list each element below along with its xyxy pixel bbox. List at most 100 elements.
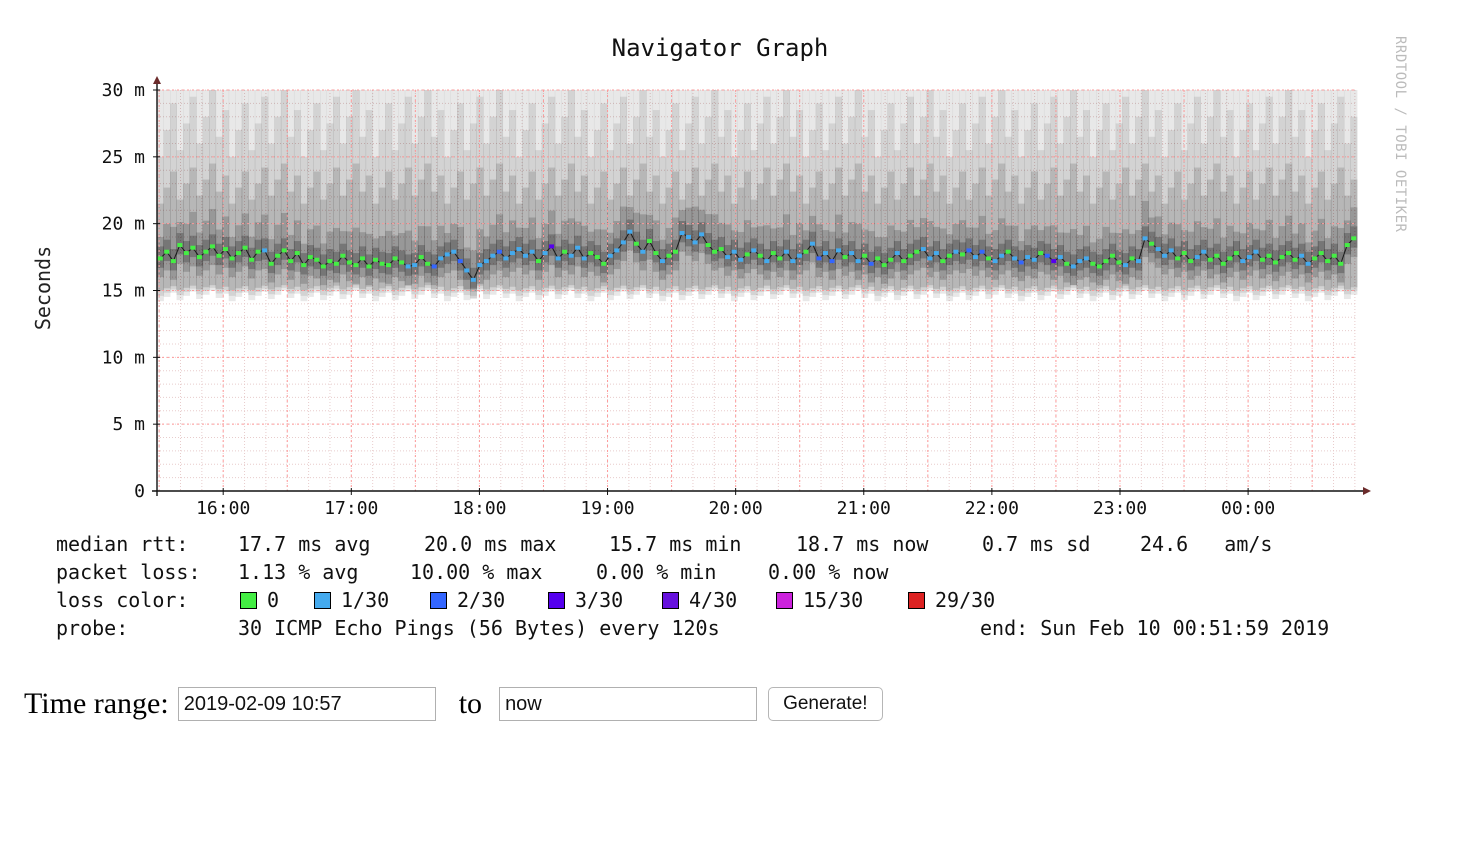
median-rtt-point bbox=[1286, 251, 1292, 256]
start-time-input[interactable] bbox=[177, 687, 436, 721]
median-rtt-point bbox=[1266, 253, 1272, 258]
smoke-band bbox=[730, 90, 738, 302]
smoke-band bbox=[913, 143, 921, 295]
smoke-band bbox=[1213, 163, 1221, 286]
smoke-band bbox=[874, 90, 882, 302]
smoke-band bbox=[1207, 116, 1214, 292]
smoke-band bbox=[235, 225, 243, 272]
smoke-band bbox=[522, 130, 530, 293]
generate-button[interactable]: Generate! bbox=[768, 687, 883, 721]
smoke-band bbox=[378, 187, 386, 289]
smoke-band bbox=[933, 90, 941, 298]
median-rtt-point bbox=[855, 259, 861, 264]
smoke-band bbox=[861, 191, 869, 289]
smoke-band bbox=[1324, 238, 1332, 280]
median-rtt-point bbox=[679, 231, 685, 236]
smoke-band bbox=[1161, 156, 1169, 296]
smoke-band bbox=[704, 179, 712, 288]
smoke-band bbox=[1324, 199, 1332, 290]
end-time-input[interactable] bbox=[499, 687, 758, 721]
swatch-4 bbox=[662, 592, 679, 609]
smoke-band bbox=[828, 183, 836, 288]
smoke-band bbox=[352, 90, 360, 288]
smoke-band bbox=[998, 90, 1006, 288]
smoke-band bbox=[763, 225, 771, 280]
smoke-band bbox=[457, 90, 464, 293]
smoke-band bbox=[1070, 90, 1077, 288]
smoke-band bbox=[939, 228, 947, 280]
smoke-band bbox=[522, 227, 530, 275]
median-rtt-point bbox=[222, 247, 228, 252]
smoke-band bbox=[1239, 233, 1247, 280]
median-rtt-point bbox=[1220, 261, 1226, 266]
smoke-band bbox=[1089, 203, 1097, 291]
loss-color-item: 29/30 bbox=[908, 586, 995, 614]
smoke-band bbox=[1193, 221, 1201, 276]
smoke-band bbox=[1115, 123, 1123, 292]
smoke-band bbox=[496, 90, 504, 288]
smoke-band bbox=[926, 90, 934, 291]
smoke-band bbox=[417, 179, 425, 288]
smoke-band bbox=[457, 226, 464, 280]
smoke-band bbox=[222, 90, 230, 294]
smoke-band bbox=[626, 207, 634, 251]
smoke-band bbox=[933, 191, 941, 289]
smoke-band bbox=[691, 96, 699, 289]
median-rtt-point bbox=[783, 249, 789, 254]
smoke-band bbox=[404, 167, 412, 286]
smoke-band bbox=[293, 90, 301, 294]
median-rtt-point bbox=[966, 248, 972, 253]
smoke-band bbox=[1187, 231, 1195, 280]
smoke-band bbox=[1024, 187, 1032, 289]
smoke-band bbox=[952, 187, 960, 289]
loss-now: 0.00 % now bbox=[768, 560, 889, 584]
median-rtt-point bbox=[1116, 260, 1122, 265]
smoke-band bbox=[489, 179, 497, 288]
smoke-band bbox=[672, 217, 680, 271]
smoke-band bbox=[1343, 90, 1351, 300]
smoke-band bbox=[952, 90, 960, 297]
median-rtt-point bbox=[359, 256, 365, 261]
smoke-band bbox=[1115, 90, 1123, 296]
smoke-band bbox=[809, 215, 817, 263]
smoke-band bbox=[170, 226, 177, 280]
smoke-band bbox=[496, 163, 504, 286]
median-rtt-point bbox=[1168, 248, 1174, 253]
smoke-band bbox=[1115, 233, 1123, 282]
median-rtt-point bbox=[1246, 255, 1252, 260]
smoke-band bbox=[528, 171, 536, 287]
median-rtt-point bbox=[496, 249, 502, 254]
smoke-band bbox=[476, 96, 484, 289]
smoke-band bbox=[1272, 90, 1280, 300]
smoke-band bbox=[202, 116, 210, 292]
smoke-band bbox=[802, 156, 810, 296]
smoke-band bbox=[274, 224, 282, 275]
smoke-band bbox=[1233, 156, 1241, 296]
smoke-band bbox=[359, 191, 367, 289]
smoke-band bbox=[261, 96, 269, 289]
median-rtt-point bbox=[718, 247, 724, 252]
smoke-band bbox=[737, 130, 745, 293]
smoke-band bbox=[854, 90, 862, 291]
smoke-band bbox=[1115, 183, 1123, 288]
smoke-band bbox=[737, 90, 745, 297]
smoke-band bbox=[1154, 90, 1162, 294]
smoke-band bbox=[293, 110, 301, 291]
smoke-band bbox=[1291, 191, 1299, 289]
median-rtt-point bbox=[1051, 259, 1057, 264]
smoke-band bbox=[613, 183, 621, 288]
median-rtt-point bbox=[725, 255, 731, 260]
median-rtt-point bbox=[972, 255, 978, 260]
smoke-band bbox=[1350, 90, 1358, 295]
median-rtt-point bbox=[1253, 249, 1259, 254]
smoke-band bbox=[483, 143, 491, 295]
smoke-band bbox=[535, 150, 543, 296]
smoke-band bbox=[183, 183, 191, 288]
smoke-band bbox=[998, 163, 1006, 286]
smoke-band bbox=[978, 215, 986, 271]
median-rtt-point bbox=[464, 268, 470, 273]
smoke-band bbox=[835, 96, 843, 289]
smoke-band bbox=[437, 225, 445, 278]
median-rtt-point bbox=[666, 253, 672, 258]
median-rtt-point bbox=[183, 251, 189, 256]
